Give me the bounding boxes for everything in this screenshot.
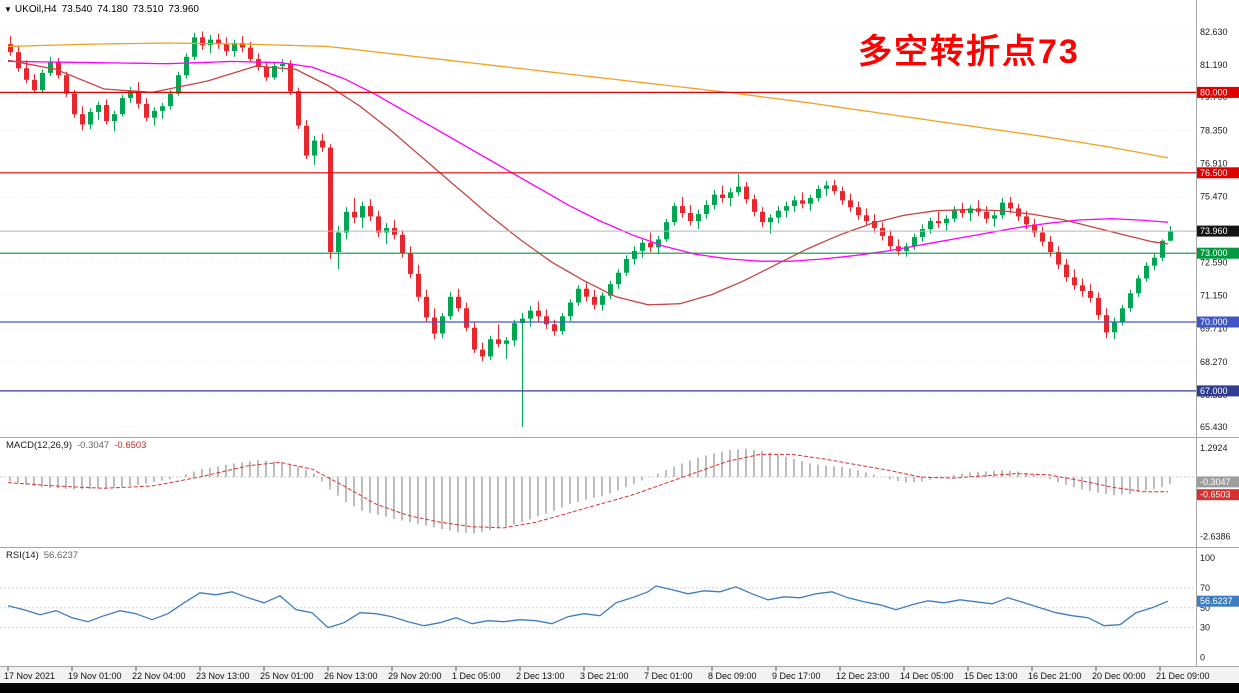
svg-text:19 Nov 01:00: 19 Nov 01:00 — [68, 671, 122, 681]
ma-medium-line — [7, 60, 1169, 262]
svg-text:72.590: 72.590 — [1200, 258, 1228, 268]
svg-text:50: 50 — [1200, 603, 1210, 613]
taskbar-strip — [0, 683, 1239, 693]
svg-text:73.960: 73.960 — [1200, 226, 1228, 236]
ma-fast-line — [7, 59, 1169, 306]
svg-text:100: 100 — [1200, 553, 1215, 563]
svg-text:0: 0 — [1200, 653, 1205, 663]
svg-text:69.710: 69.710 — [1200, 324, 1228, 334]
svg-text:78.350: 78.350 — [1200, 125, 1228, 135]
svg-text:12 Dec 23:00: 12 Dec 23:00 — [836, 671, 890, 681]
rsi-indicator-label: RSI(14) 56.6237 — [6, 550, 78, 561]
svg-text:65.430: 65.430 — [1200, 422, 1228, 432]
svg-text:1 Dec 05:00: 1 Dec 05:00 — [452, 671, 501, 681]
quote-close: 73.960 — [168, 4, 199, 15]
horizontal-levels[interactable] — [0, 91, 1196, 392]
svg-text:70.000: 70.000 — [1200, 317, 1228, 327]
rsi-panel[interactable]: 100 70 50 30 0 — [0, 553, 1215, 663]
svg-text:23 Nov 13:00: 23 Nov 13:00 — [196, 671, 250, 681]
candlestick-series[interactable] — [8, 31, 1173, 428]
svg-text:1.2924: 1.2924 — [1200, 443, 1228, 453]
svg-text:7 Dec 01:00: 7 Dec 01:00 — [644, 671, 693, 681]
quote-open: 73.540 — [61, 4, 93, 15]
svg-text:73.000: 73.000 — [1200, 248, 1228, 258]
axis-value-tags: 80.000 76.500 73.960 73.000 70.000 67.000 -0.3… — [1197, 86, 1239, 607]
macd-signal-value: -0.6503 — [114, 440, 147, 451]
svg-text:80.000: 80.000 — [1200, 87, 1228, 97]
time-axis[interactable]: 17 Nov 2021 19 Nov 01:00 22 Nov 04:00 23 No… — [0, 667, 1239, 683]
rsi-name: RSI(14) — [6, 550, 39, 561]
svg-text:30: 30 — [1200, 623, 1210, 633]
symbol-info-bar: ▼ UKOil,H4 73.540 74.180 73.510 73.960 — [4, 4, 204, 15]
svg-text:3 Dec 21:00: 3 Dec 21:00 — [580, 671, 629, 681]
ma-slow-line — [7, 42, 1169, 159]
svg-text:15 Dec 13:00: 15 Dec 13:00 — [964, 671, 1018, 681]
svg-text:9 Dec 17:00: 9 Dec 17:00 — [772, 671, 821, 681]
quote-low: 73.510 — [132, 4, 164, 15]
chart-annotation-text: 多空转折点73 — [858, 33, 1080, 71]
svg-text:20 Dec 00:00: 20 Dec 00:00 — [1092, 671, 1146, 681]
moving-averages — [7, 42, 1169, 306]
svg-text:17 Nov 2021: 17 Nov 2021 — [4, 671, 55, 681]
svg-text:2 Dec 13:00: 2 Dec 13:00 — [516, 671, 565, 681]
svg-text:26 Nov 13:00: 26 Nov 13:00 — [324, 671, 378, 681]
svg-text:25 Nov 01:00: 25 Nov 01:00 — [260, 671, 314, 681]
svg-text:76.500: 76.500 — [1200, 168, 1228, 178]
svg-text:29 Nov 20:00: 29 Nov 20:00 — [388, 671, 442, 681]
svg-text:68.270: 68.270 — [1200, 357, 1228, 367]
svg-text:67.000: 67.000 — [1200, 386, 1228, 396]
rsi-value: 56.6237 — [43, 550, 79, 561]
svg-text:81.190: 81.190 — [1200, 60, 1228, 70]
svg-text:82.630: 82.630 — [1200, 27, 1228, 37]
macd-value: -0.3047 — [77, 440, 110, 451]
svg-text:75.470: 75.470 — [1200, 191, 1228, 201]
macd-name: MACD(12,26,9) — [6, 440, 72, 451]
svg-text:8 Dec 09:00: 8 Dec 09:00 — [708, 671, 757, 681]
svg-text:56.6237: 56.6237 — [1200, 596, 1233, 606]
panel-separators — [0, 0, 1239, 667]
svg-text:22 Nov 04:00: 22 Nov 04:00 — [132, 671, 186, 681]
svg-text:71.150: 71.150 — [1200, 291, 1228, 301]
chart-dropdown-icon[interactable]: ▼ — [4, 5, 12, 14]
svg-text:16 Dec 21:00: 16 Dec 21:00 — [1028, 671, 1082, 681]
svg-text:14 Dec 05:00: 14 Dec 05:00 — [900, 671, 954, 681]
quote-high: 74.180 — [97, 4, 128, 15]
svg-text:21 Dec 09:00: 21 Dec 09:00 — [1156, 671, 1210, 681]
symbol-label: UKOil,H4 — [14, 4, 57, 15]
macd-indicator-label: MACD(12,26,9) -0.3047 -0.6503 — [6, 440, 146, 451]
macd-panel[interactable]: 1.2924 -2.6386 — [0, 443, 1231, 542]
svg-text:-2.6386: -2.6386 — [1200, 532, 1231, 542]
svg-text:70: 70 — [1200, 583, 1210, 593]
svg-text:-0.6503: -0.6503 — [1200, 490, 1231, 500]
svg-text:-0.3047: -0.3047 — [1200, 477, 1231, 487]
svg-text:76.910: 76.910 — [1200, 158, 1228, 168]
